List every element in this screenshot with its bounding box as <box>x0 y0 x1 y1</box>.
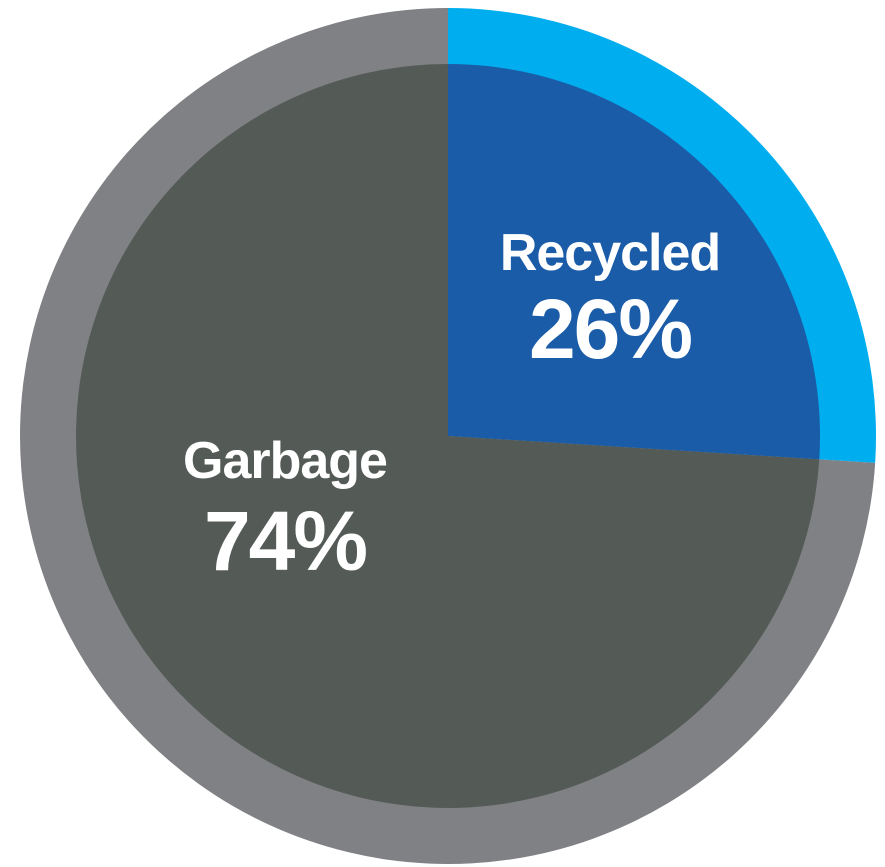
garbage-label: Garbage <box>183 432 387 490</box>
slice-label-recycled: Recycled 26% <box>500 224 721 376</box>
recycled-label: Recycled <box>500 224 720 282</box>
recycled-value: 26% <box>529 282 691 376</box>
garbage-value: 74% <box>204 494 366 588</box>
slice-label-garbage: Garbage 74% <box>183 432 388 588</box>
pie-slice-garbage <box>76 64 820 809</box>
pie-inner-slices <box>76 64 821 809</box>
pie-slice-recycled <box>448 64 821 460</box>
